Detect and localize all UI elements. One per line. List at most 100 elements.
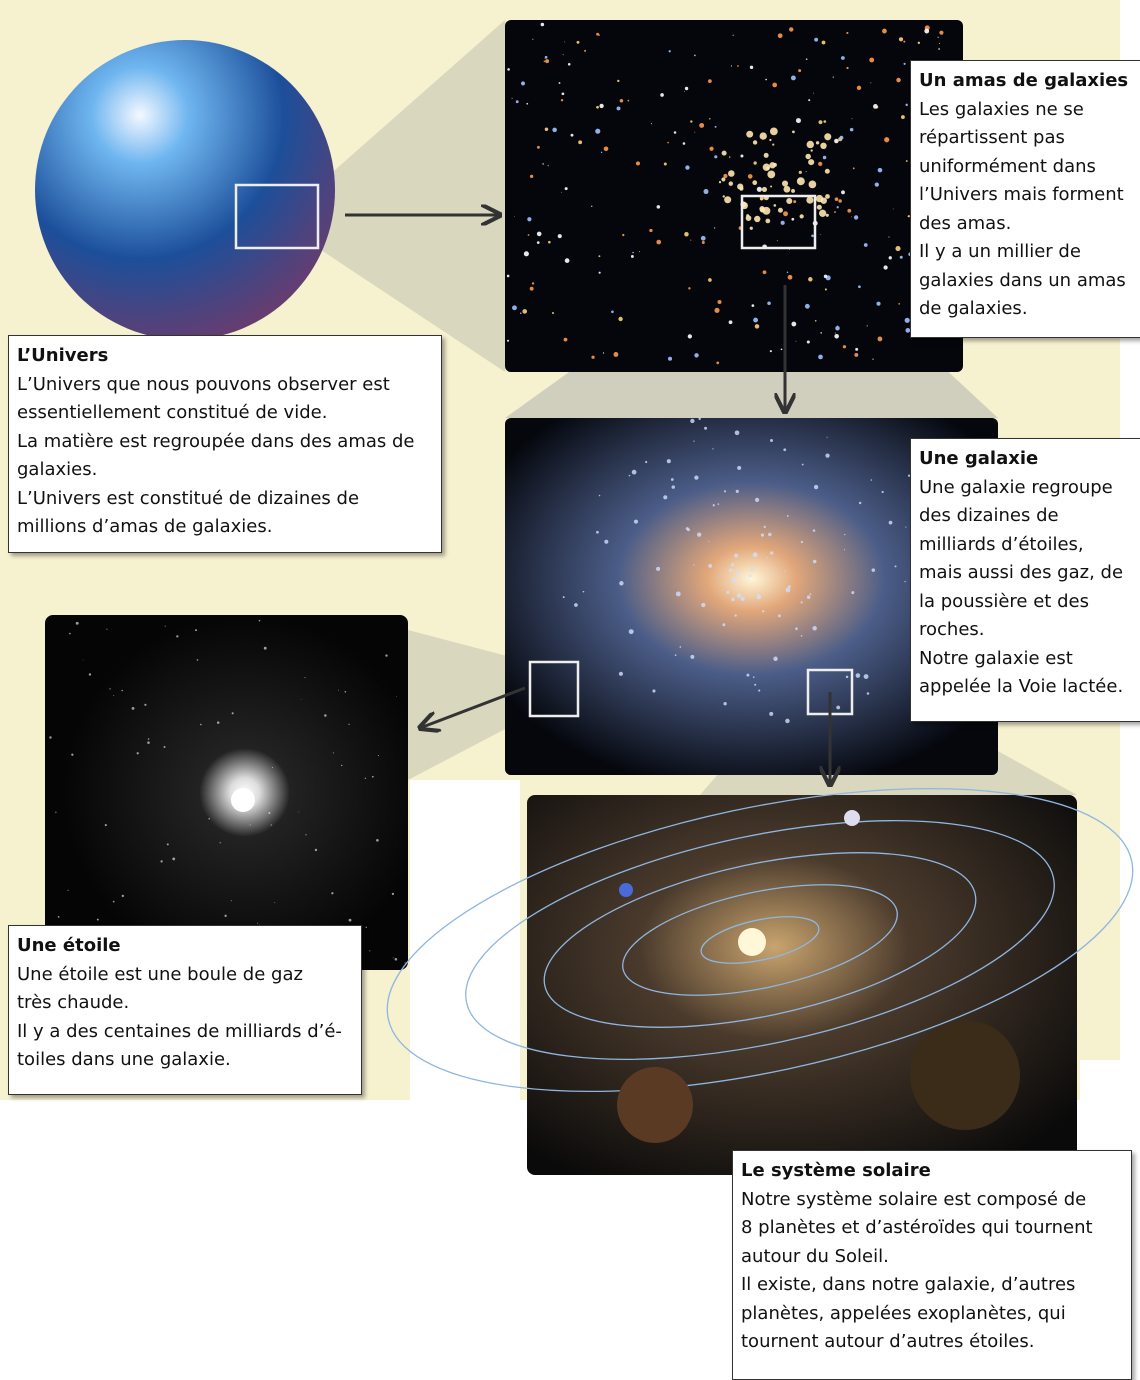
- star: [629, 629, 634, 634]
- star: [200, 724, 202, 726]
- star: [772, 143, 774, 145]
- star: [617, 106, 621, 110]
- star: [690, 240, 691, 241]
- star: [908, 216, 909, 217]
- star: [772, 83, 777, 88]
- star: [268, 812, 270, 814]
- star: [271, 824, 272, 825]
- star: [733, 35, 734, 36]
- star: [208, 818, 210, 820]
- star: [264, 647, 267, 650]
- star: [883, 265, 887, 269]
- star: [835, 332, 836, 333]
- star: [611, 310, 614, 313]
- star: [217, 721, 220, 724]
- star: [734, 554, 738, 558]
- box-line: autour du Soleil.: [741, 1243, 1123, 1272]
- star: [760, 132, 767, 139]
- star: [712, 448, 713, 449]
- star: [512, 305, 517, 310]
- star: [563, 596, 565, 598]
- star: [537, 232, 542, 237]
- star: [834, 139, 839, 144]
- star: [195, 629, 197, 631]
- star: [694, 132, 695, 133]
- star: [338, 690, 339, 691]
- star: [315, 849, 317, 851]
- star: [858, 285, 861, 288]
- star: [231, 900, 232, 901]
- star: [875, 182, 879, 186]
- star: [248, 825, 249, 826]
- star: [574, 603, 578, 607]
- star: [619, 672, 623, 676]
- star: [708, 79, 712, 83]
- star: [541, 23, 545, 27]
- star: [565, 187, 568, 190]
- star: [516, 100, 519, 103]
- star: [895, 565, 897, 567]
- star: [668, 357, 672, 361]
- univers-image: [35, 40, 335, 340]
- star: [741, 597, 745, 601]
- star: [797, 177, 805, 185]
- star: [819, 210, 826, 217]
- star: [676, 591, 681, 596]
- star: [939, 31, 943, 35]
- star: [878, 168, 883, 173]
- star: [824, 275, 827, 278]
- star: [782, 180, 788, 186]
- star: [811, 235, 814, 238]
- star: [729, 320, 733, 324]
- star: [507, 275, 510, 278]
- star: [714, 155, 717, 158]
- star: [584, 50, 586, 52]
- star: [808, 277, 812, 281]
- star: [753, 552, 758, 557]
- star: [752, 304, 755, 307]
- star: [773, 204, 776, 207]
- star: [507, 68, 510, 71]
- star: [731, 598, 734, 601]
- star: [757, 187, 762, 192]
- star: [796, 118, 801, 123]
- star: [722, 623, 725, 626]
- star: [160, 860, 162, 862]
- star: [105, 824, 107, 826]
- star: [810, 593, 812, 595]
- star: [672, 485, 675, 488]
- star: [846, 676, 849, 679]
- star: [882, 29, 887, 34]
- etoile-image: [45, 615, 408, 970]
- star: [754, 684, 756, 686]
- star: [939, 43, 940, 44]
- star: [393, 957, 394, 958]
- star: [736, 490, 739, 493]
- star: [903, 41, 905, 43]
- star: [545, 128, 549, 132]
- star: [764, 526, 766, 528]
- star: [122, 895, 124, 897]
- star: [767, 170, 775, 178]
- text-box: Une étoileUne étoile est une boule de ga…: [8, 925, 362, 1095]
- star: [802, 464, 804, 466]
- star: [702, 241, 705, 244]
- star: [910, 1020, 1020, 1130]
- star: [652, 689, 655, 692]
- star: [619, 581, 623, 585]
- star: [113, 901, 115, 903]
- star: [938, 48, 940, 50]
- star: [791, 218, 794, 221]
- star: [805, 304, 810, 309]
- star: [792, 130, 795, 133]
- box-line: de galaxies.: [919, 295, 1136, 324]
- star: [709, 118, 710, 119]
- star: [785, 719, 790, 724]
- star: [690, 419, 694, 423]
- star: [532, 39, 533, 40]
- star: [694, 353, 698, 357]
- star: [735, 430, 740, 435]
- star: [667, 459, 671, 463]
- star: [770, 128, 778, 136]
- star: [825, 169, 830, 174]
